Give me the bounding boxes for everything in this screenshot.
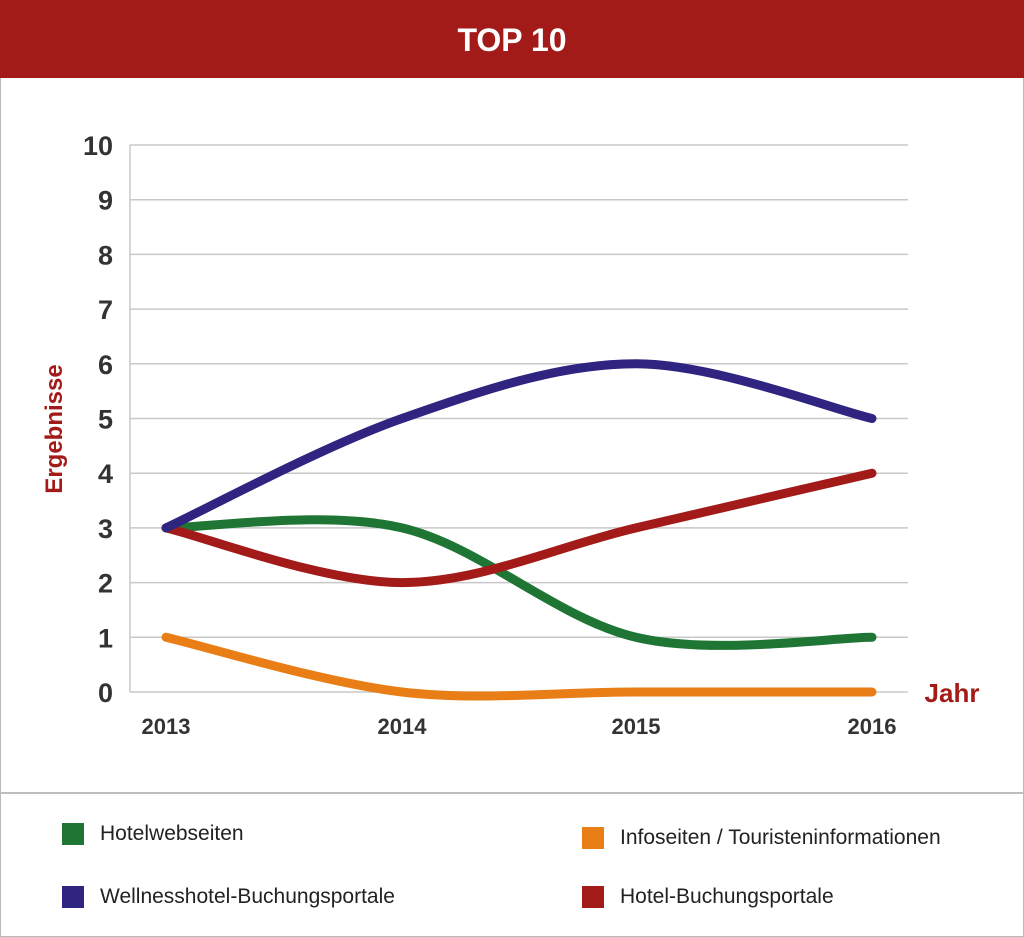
- y-tick-label: 8: [98, 240, 113, 270]
- x-tick-label: 2016: [848, 714, 897, 739]
- y-tick-label: 6: [98, 350, 113, 380]
- y-axis-label: Ergebnisse: [41, 364, 68, 493]
- y-tick-label: 3: [98, 514, 113, 544]
- legend-label: Infoseiten / Touristeninformationen: [620, 826, 941, 849]
- header-bar: TOP 10: [0, 0, 1024, 78]
- legend-swatch: [582, 827, 604, 849]
- y-tick-label: 9: [98, 186, 113, 216]
- legend-swatch: [62, 823, 84, 845]
- legend-swatch: [62, 886, 84, 908]
- x-tick-label: 2015: [612, 714, 661, 739]
- y-tick-label: 0: [98, 678, 113, 708]
- x-tick-label: 2014: [378, 714, 428, 739]
- legend-divider: [0, 792, 1024, 794]
- x-axis-label: Jahr: [925, 678, 980, 708]
- y-tick-label: 4: [98, 459, 113, 489]
- y-tick-label: 10: [83, 131, 113, 161]
- x-tick-label: 2013: [142, 714, 191, 739]
- legend-label: Hotel-Buchungsportale: [620, 885, 834, 908]
- legend-label: Wellnesshotel-Buchungsportale: [100, 885, 395, 908]
- series-line-infoseiten-touristeninformationen: [161, 632, 877, 701]
- y-tick-label: 1: [98, 623, 113, 653]
- y-tick-label: 7: [98, 295, 113, 325]
- line-chart: 0 1 2 3 4 5 6 7 8 9 10 2013 2014 2015 2016 Ergebnisse…: [41, 131, 980, 739]
- chart-title: TOP 10: [457, 22, 567, 58]
- legend-label: Hotelwebseiten: [100, 822, 244, 845]
- series-line-hotel-buchungsportale: [161, 468, 877, 588]
- series-line-wellnesshotel-buchungsportale: [161, 359, 877, 533]
- y-tick-label: 2: [98, 569, 113, 599]
- y-tick-label: 5: [98, 405, 113, 435]
- legend-swatch: [582, 886, 604, 908]
- series-line-hotelwebseiten: [161, 515, 877, 650]
